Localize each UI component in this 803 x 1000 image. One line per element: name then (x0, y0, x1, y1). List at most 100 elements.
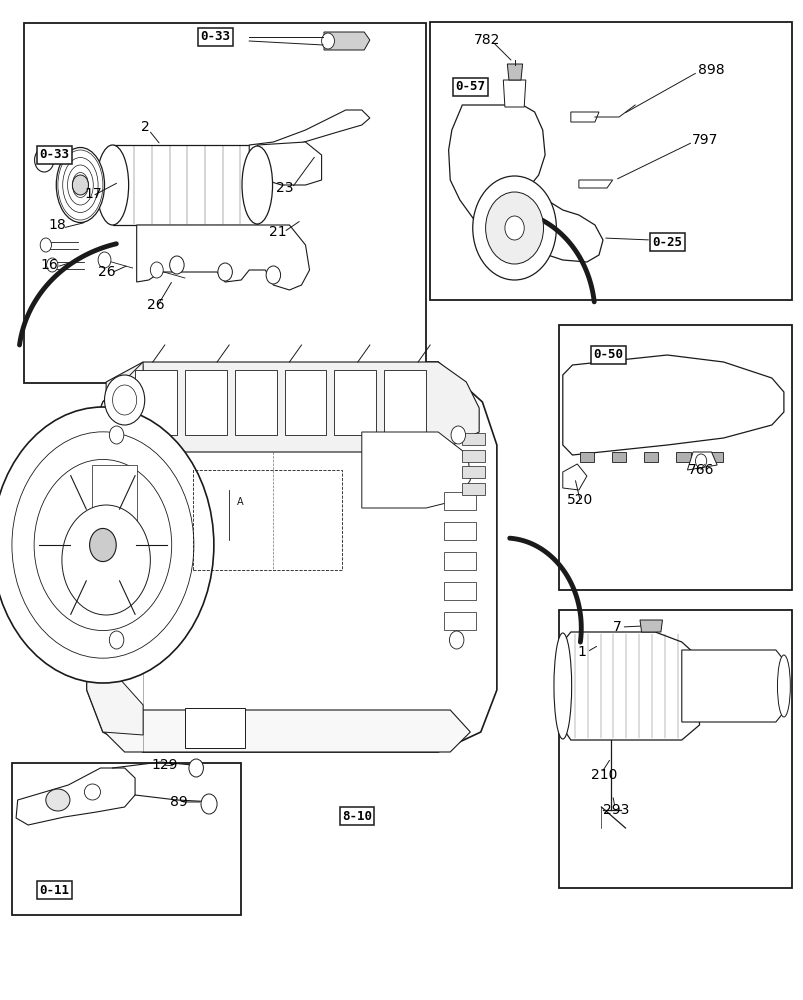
Ellipse shape (777, 655, 789, 717)
Circle shape (201, 794, 217, 814)
Text: 23: 23 (275, 181, 293, 195)
Bar (675, 452, 690, 462)
Bar (462, 450, 484, 462)
Circle shape (98, 252, 111, 268)
Circle shape (40, 238, 51, 252)
Text: 0-25: 0-25 (651, 235, 682, 248)
Text: 7: 7 (612, 620, 621, 634)
Circle shape (449, 631, 463, 649)
Circle shape (266, 266, 280, 284)
Bar (462, 483, 484, 495)
Text: 129: 129 (151, 758, 177, 772)
Text: 766: 766 (687, 463, 713, 477)
Bar (193, 470, 341, 570)
Circle shape (150, 262, 163, 278)
Circle shape (695, 454, 706, 468)
Polygon shape (87, 362, 496, 752)
Polygon shape (687, 452, 716, 470)
Bar (185, 370, 226, 435)
Polygon shape (361, 432, 470, 508)
Circle shape (47, 258, 58, 272)
Polygon shape (562, 464, 586, 490)
Bar (87, 455, 143, 580)
Text: 293: 293 (602, 803, 629, 817)
Text: 1: 1 (577, 645, 585, 659)
Circle shape (109, 631, 124, 649)
Ellipse shape (242, 146, 272, 224)
Polygon shape (137, 225, 309, 290)
Bar (643, 452, 658, 462)
Text: 16: 16 (40, 258, 58, 272)
Bar (443, 492, 475, 510)
Text: A: A (237, 497, 243, 507)
Polygon shape (112, 145, 257, 225)
Text: 18: 18 (48, 218, 66, 232)
Bar (12, 763, 241, 915)
Circle shape (504, 216, 524, 240)
Polygon shape (448, 105, 602, 262)
Text: 26: 26 (147, 298, 165, 312)
Bar (24, 23, 426, 383)
Polygon shape (249, 110, 369, 158)
Text: 0-50: 0-50 (593, 349, 623, 361)
Polygon shape (578, 180, 612, 188)
Ellipse shape (56, 147, 104, 223)
Circle shape (12, 432, 194, 658)
Text: 21: 21 (269, 225, 287, 239)
Bar (611, 452, 626, 462)
Bar (707, 452, 722, 462)
Bar (579, 452, 593, 462)
Circle shape (112, 385, 137, 415)
Ellipse shape (84, 784, 100, 800)
Circle shape (189, 759, 203, 777)
Bar (185, 708, 245, 748)
Circle shape (109, 426, 124, 444)
Text: 26: 26 (98, 265, 116, 279)
Polygon shape (562, 355, 783, 455)
Text: 0-33: 0-33 (39, 148, 70, 161)
Polygon shape (639, 620, 662, 632)
Bar (234, 370, 276, 435)
Text: 0-33: 0-33 (200, 30, 230, 43)
Text: 797: 797 (691, 133, 717, 147)
Polygon shape (106, 362, 479, 452)
Bar (135, 370, 177, 435)
Text: 782: 782 (474, 33, 500, 47)
Bar (558, 610, 791, 888)
Polygon shape (570, 112, 598, 122)
Circle shape (485, 192, 543, 264)
Text: 0-57: 0-57 (454, 81, 485, 94)
Circle shape (89, 528, 116, 562)
Polygon shape (104, 710, 470, 752)
Bar (462, 433, 484, 445)
Bar (92, 465, 137, 570)
Text: 89: 89 (170, 795, 188, 809)
Bar (430, 22, 791, 300)
Bar (443, 552, 475, 570)
Polygon shape (257, 142, 321, 185)
Bar (443, 582, 475, 600)
Bar (443, 612, 475, 630)
Text: 210: 210 (590, 768, 617, 782)
Text: 17: 17 (84, 187, 102, 201)
Polygon shape (503, 80, 525, 107)
Bar (462, 466, 484, 478)
Text: 2: 2 (141, 120, 149, 134)
Bar (443, 522, 475, 540)
Circle shape (169, 256, 184, 274)
Circle shape (62, 505, 150, 615)
Text: 8-10: 8-10 (341, 810, 372, 822)
Circle shape (72, 175, 88, 195)
Ellipse shape (96, 145, 128, 225)
Bar (284, 370, 326, 435)
Bar (384, 370, 426, 435)
Text: 520: 520 (566, 493, 593, 507)
Polygon shape (324, 32, 369, 50)
Circle shape (321, 33, 334, 49)
Circle shape (104, 375, 145, 425)
Ellipse shape (553, 633, 571, 739)
Circle shape (472, 176, 556, 280)
Polygon shape (681, 650, 783, 722)
Ellipse shape (46, 789, 70, 811)
Circle shape (35, 148, 54, 172)
